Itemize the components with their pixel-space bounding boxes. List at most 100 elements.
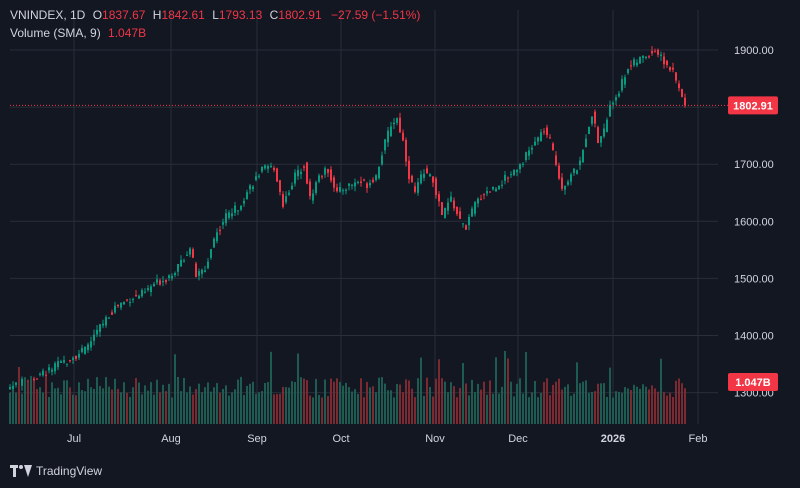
candle-body <box>321 176 323 178</box>
volume-bar <box>288 387 290 424</box>
volume-bar <box>486 394 488 424</box>
candle-body <box>615 97 617 101</box>
chart-legend: VNINDEX, 1D O1837.67 H1842.61 L1793.13 C… <box>10 6 420 42</box>
volume-bar <box>42 392 44 424</box>
candle-body <box>609 104 611 117</box>
candle-body <box>603 128 605 137</box>
volume-bar <box>273 394 275 424</box>
volume-bar <box>216 383 218 424</box>
tradingview-footer[interactable]: TradingView <box>10 462 102 480</box>
candle-body <box>567 181 569 185</box>
volume-bar <box>99 386 101 424</box>
candle-body <box>573 168 575 173</box>
candle-body <box>348 183 350 186</box>
candle-body <box>189 248 191 255</box>
candle-body <box>486 191 488 194</box>
brand-label: TradingView <box>36 464 103 478</box>
candle-body <box>417 182 419 193</box>
volume-bar <box>69 387 71 424</box>
volume-bar <box>36 389 38 424</box>
volume-bar <box>255 393 257 424</box>
volume-bar <box>39 387 41 424</box>
candle-body <box>510 174 512 176</box>
volume-bar <box>336 378 338 424</box>
volume-bar <box>57 387 59 424</box>
candlestick-chart[interactable]: 1300.001400.001500.001600.001700.001800.… <box>0 0 800 456</box>
candle-body <box>465 225 467 230</box>
candle-body <box>72 357 74 360</box>
volume-bar <box>555 381 557 424</box>
volume-bar <box>192 394 194 424</box>
candle-body <box>492 186 494 190</box>
candle-body <box>306 162 308 184</box>
volume-bar <box>318 394 320 424</box>
candle-body <box>483 194 485 196</box>
volume-bar <box>303 378 305 424</box>
candle-body <box>114 305 116 313</box>
volume-bar <box>183 377 185 424</box>
candle-body <box>33 378 35 381</box>
candle-body <box>324 168 326 175</box>
volume-bar <box>213 387 215 424</box>
candle-body <box>147 288 149 291</box>
candle-body <box>633 59 635 66</box>
volume-bar <box>375 392 377 424</box>
candle-body <box>444 207 446 218</box>
candle-body <box>411 175 413 182</box>
candle-body <box>315 182 317 194</box>
candle-body <box>438 194 440 202</box>
volume-bar <box>363 397 365 424</box>
candle-body <box>234 205 236 213</box>
candle-body <box>75 355 77 359</box>
volume-bar <box>90 387 92 424</box>
candle-body <box>480 198 482 200</box>
volume-bar <box>459 387 461 424</box>
volume-bar <box>147 390 149 424</box>
volume-bar <box>177 376 179 424</box>
volume-bar <box>522 393 524 424</box>
candle-body <box>330 169 332 181</box>
candle-body <box>441 202 443 215</box>
x-tick-label: Dec <box>508 433 528 445</box>
volume-bar <box>132 387 134 424</box>
volume-bar <box>351 391 353 424</box>
candle-body <box>351 184 353 186</box>
y-tick-label: 1500.00 <box>734 273 774 285</box>
volume-bar <box>237 379 239 424</box>
candle-body <box>453 200 455 209</box>
volume-bar <box>33 384 35 424</box>
volume-bar <box>105 377 107 424</box>
candle-body <box>210 249 212 258</box>
candle-body <box>507 177 509 179</box>
volume-bar <box>60 394 62 424</box>
candle-body <box>141 290 143 297</box>
candle-body <box>150 286 152 292</box>
volume-bar <box>480 389 482 424</box>
tradingview-logo-icon <box>10 465 32 477</box>
candle-body <box>648 56 650 58</box>
candle-body <box>579 160 581 166</box>
candle-body <box>552 143 554 151</box>
candle-body <box>183 260 185 262</box>
y-tick-label: 1400.00 <box>734 330 774 342</box>
high-value: 1842.61 <box>161 8 205 22</box>
candle-body <box>564 185 566 190</box>
candle-body <box>432 176 434 183</box>
volume-bar <box>162 384 164 424</box>
volume-label: Volume (SMA, 9) <box>10 26 101 40</box>
candle-body <box>582 150 584 163</box>
chart-background <box>0 0 800 456</box>
candle-body <box>108 317 110 319</box>
volume-bar <box>402 392 404 424</box>
candle-body <box>381 155 383 165</box>
candle-body <box>426 168 428 174</box>
last-price-tag <box>728 96 778 115</box>
candle-body <box>21 378 23 386</box>
y-tick-label: 1700.00 <box>734 159 774 171</box>
candle-body <box>522 163 524 165</box>
candle-body <box>303 166 305 168</box>
volume-bar <box>684 388 686 424</box>
volume-bar <box>447 392 449 424</box>
candle-body <box>459 211 461 219</box>
volume-bar <box>450 382 452 424</box>
